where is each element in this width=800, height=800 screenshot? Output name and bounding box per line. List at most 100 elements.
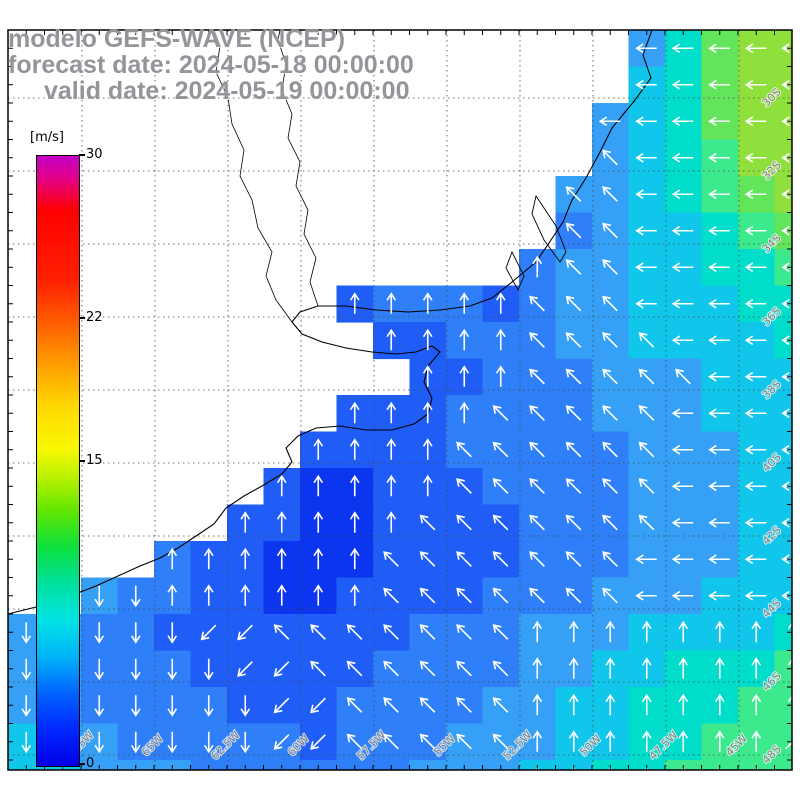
wind-arrow [671,481,694,492]
wind-arrow [310,660,326,677]
wind-arrow [602,332,618,348]
wind-arrow [381,768,401,788]
wind-arrow [532,766,543,770]
wind-arrow [781,262,792,273]
wind-arrow [708,298,730,309]
wind-arrow [602,149,618,166]
wind-arrow [602,514,618,531]
ocean-cell [774,650,792,688]
wind-arrow [751,693,762,716]
wind-arrow [787,657,792,679]
wind-arrow [675,368,691,385]
wind-arrow [598,116,621,127]
wind-arrow [419,697,436,713]
wind-arrow [635,189,657,200]
wind-arrow [529,441,545,458]
wind-arrow [273,661,290,677]
wind-arrow [276,584,287,606]
wind-arrow [383,733,399,750]
wind-arrow [345,768,365,788]
wind-arrow [94,622,105,644]
wind-arrow [565,587,582,604]
wind-arrow [495,292,506,314]
wind-arrow [495,365,506,387]
wind-arrow [708,444,730,455]
wind-arrow [708,43,730,54]
wind-arrow [744,79,767,90]
wind-arrow [781,590,792,601]
wind-arrow [602,222,618,239]
wind-arrow [635,262,657,273]
wind-arrow [744,189,767,200]
wind-arrow [240,547,251,570]
wind-arrow [678,766,689,770]
colorbar-tick-mark [79,317,85,319]
wind-arrow [671,262,694,273]
colorbar-tick-mark [79,763,85,765]
colorbar-tick-mark [79,154,85,156]
wind-arrow [781,554,792,565]
wind-arrow [529,514,545,531]
wind-arrow [21,658,32,681]
wind-arrow [781,371,792,382]
wind-arrow [456,441,472,458]
wind-arrow [602,186,618,202]
wind-arrow [605,657,616,679]
wind-arrow [781,444,792,455]
wind-arrow [240,511,251,533]
wind-arrow [671,408,694,419]
wind-arrow [671,79,694,90]
wind-arrow [456,514,472,531]
wind-arrow [21,622,32,644]
wind-arrow [492,733,509,750]
rivers [213,29,319,323]
ocean-cell [774,760,792,770]
wind-arrow [383,624,399,640]
wind-arrow [751,766,762,770]
wind-arrow [671,444,694,455]
wind-arrow [459,365,470,387]
wind-arrow [671,189,694,200]
wind-arrow [708,517,730,528]
wind-arrow [456,624,472,640]
wind-arrow [386,511,397,533]
grid-lines [8,30,792,770]
wind-arrow [529,587,545,604]
wind-arrow [565,441,582,458]
wind-arrow [744,590,767,601]
wind-arrows [21,43,792,788]
wind-arrow [532,693,543,716]
wind-arrow [21,768,32,770]
colorbar-unit-label: [m/s] [30,130,64,145]
wind-arrow [744,262,767,273]
map-frame [7,29,793,771]
wind-arrow [459,328,470,351]
wind-arrow [708,116,730,127]
wind-arrow [708,554,730,565]
wind-arrow [240,695,251,717]
wind-arrow [276,547,287,570]
wind-arrow [714,730,725,752]
wind-arrow [744,116,767,127]
wind-arrow [349,438,360,460]
wind-arrow [568,620,579,643]
wind-arrow [781,298,792,309]
wind-arrow [638,332,655,348]
ocean-cell [774,723,792,761]
wind-arrow [785,733,792,750]
wind-arrow [456,697,472,713]
wind-arrow [565,222,582,239]
wind-arrow [708,371,730,382]
wind-arrow [383,697,399,713]
wind-arrow [678,620,689,643]
wind-arrow [744,335,767,346]
wind-arrow [744,554,767,565]
wind-arrow [456,478,472,494]
wind-arrow [638,405,655,421]
wind-arrow [167,658,178,681]
wind-arrow [276,511,287,533]
wind-arrow [635,79,657,90]
wind-arrow [349,401,360,424]
wind-arrow [346,733,363,750]
